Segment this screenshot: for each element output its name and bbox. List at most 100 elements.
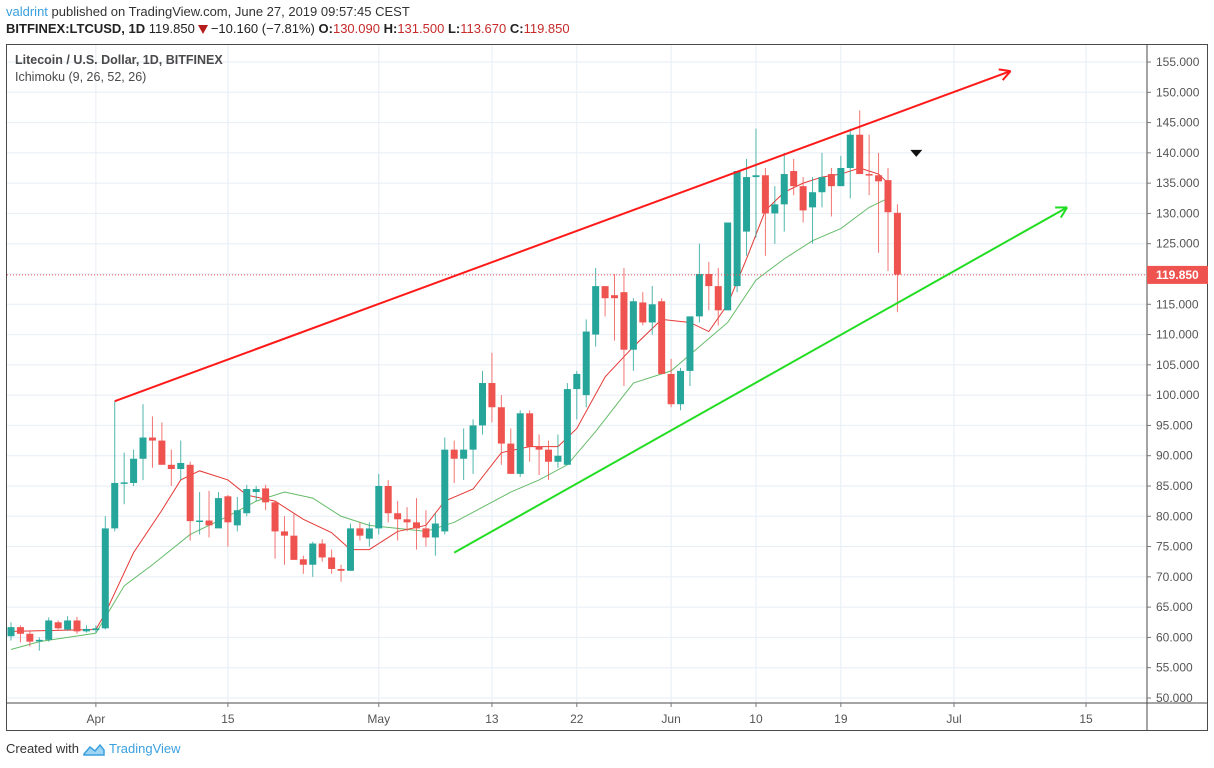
high-label: H: [383,21,398,36]
candle [441,437,449,535]
candle [875,152,883,253]
candle [752,128,760,238]
indicator-legend[interactable]: Ichimoku (9, 26, 52, 26) [15,70,147,84]
change-value: −10.160 (−7.81%) [210,21,315,36]
candle [799,177,807,223]
candle [460,428,468,480]
candle [252,485,260,502]
candle [846,128,854,199]
candle [450,440,458,483]
publisher-link[interactable]: valdrint [6,4,48,19]
candle [601,286,609,317]
down-arrow-marker-icon [910,149,923,157]
date-tick-label: 15 [1079,712,1093,726]
price-tick-label: 125.000 [1156,237,1200,251]
chart-frame[interactable] [6,44,1208,731]
candle [516,410,524,477]
candle [686,316,694,387]
footer: Created with TradingView [6,741,181,756]
created-with-label: Created with [6,741,79,756]
candle [507,428,515,474]
date-tick-label: 10 [749,712,763,726]
candle [592,267,600,347]
candle [479,370,486,435]
candle [45,617,53,642]
candle [64,616,72,631]
candle [639,292,647,326]
candle [818,152,826,208]
candle [356,522,364,541]
candle [611,273,619,341]
price-tick-label: 90.000 [1156,449,1193,463]
candle [299,555,307,574]
resistance-trend-line[interactable] [114,68,1012,403]
candle [865,134,873,196]
candle [497,395,505,465]
candle [422,510,430,547]
price-tick-label: 50.000 [1156,691,1193,705]
price-tick-label: 100.000 [1156,388,1200,402]
svg-text:119.850: 119.850 [1156,268,1199,282]
candle [884,167,892,271]
date-tick-label: Apr [87,712,106,726]
date-tick-label: 13 [485,712,499,726]
candle [856,110,864,175]
candle [545,440,553,480]
candle [620,267,628,387]
candle [7,622,15,641]
candle [346,523,354,571]
candle [73,616,81,634]
candle [827,167,835,217]
candle [403,507,411,532]
tradingview-link[interactable]: TradingView [108,741,181,756]
price-tick-label: 110.000 [1156,328,1199,342]
candle [733,171,741,293]
date-tick-label: Jul [946,712,961,726]
candle [290,513,298,560]
candle [111,401,119,532]
down-triangle-icon [197,25,208,35]
price-tick-label: 60.000 [1156,630,1193,644]
open-label: O: [318,21,333,36]
candle [658,298,666,374]
date-tick-label: 19 [834,712,848,726]
support-trend-line[interactable] [453,206,1069,554]
candle [148,416,156,468]
low-label: L: [447,21,461,36]
candle [120,452,128,505]
candle [705,261,713,311]
candle [743,158,751,256]
open-value: 130.090 [332,21,380,36]
candle [365,522,373,547]
candle [177,440,185,480]
price-tick-label: 55.000 [1156,661,1193,675]
candle [82,625,90,633]
candle [573,370,581,420]
candle [780,152,788,232]
candle [26,631,34,647]
price-tick-label: 155.000 [1156,55,1200,69]
candle [771,186,779,244]
candle [280,516,288,565]
price-tick-label: 150.000 [1156,85,1200,99]
date-tick-label: May [367,712,390,726]
last-price: 119.850 [148,21,195,36]
candle [101,516,109,630]
candle [243,484,251,517]
candle [526,410,534,462]
low-value: 113.670 [460,21,507,36]
candle [714,267,722,326]
published-text: published on TradingView.com, June 27, 2… [47,4,410,19]
date-tick-label: 15 [221,712,235,726]
price-tick-label: 135.000 [1156,176,1200,190]
symbol-label: BITFINEX:LTCUSD, 1D [6,21,146,36]
candle [196,492,204,535]
price-tick-label: 95.000 [1156,418,1193,432]
date-tick-label: 22 [570,712,584,726]
price-tick-label: 75.000 [1156,540,1193,554]
price-tick-label: 130.000 [1156,206,1200,220]
candle [629,298,637,371]
candle [412,498,420,550]
chart-legend-title: Litecoin / U.S. Dollar, 1D, BITFINEX [15,53,223,67]
